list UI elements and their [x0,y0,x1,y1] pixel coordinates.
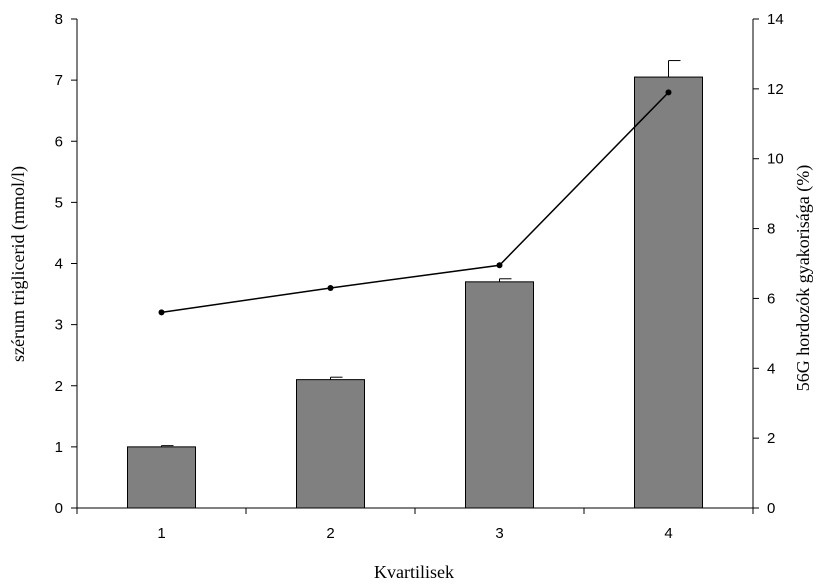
y-tick-label: 6 [55,133,63,150]
axes [71,18,759,514]
y2-tick-label: 2 [767,430,775,447]
line-series [158,89,672,316]
line-point [158,309,165,316]
bar [465,281,534,509]
y2-axis-title: 56G hordozók gyakorisága (%) [793,165,814,391]
y-tick-label: 1 [55,439,63,456]
y-tick-label: 8 [55,11,63,28]
y-tick-label: 3 [55,317,63,334]
y-tick-label: 7 [55,72,63,89]
bar-series [127,76,703,509]
y-tick-label: 4 [55,256,63,273]
bar [296,379,365,509]
y-axis-title: szérum triglicerid (mmol/l) [8,166,29,362]
y2-tick-label: 8 [767,221,775,238]
line-point [496,262,503,269]
y-tick-label: 5 [55,194,63,211]
y2-tick-label: 0 [767,500,775,517]
y2-tick-label: 6 [767,290,775,307]
x-tick-label: 1 [157,525,165,542]
y-tick-label: 0 [55,500,63,517]
error-bars [161,60,681,447]
bar [634,76,703,509]
y2-tick-label: 10 [767,151,784,168]
x-tick-label: 2 [326,525,334,542]
x-tick-label: 4 [664,525,672,542]
y2-tick-label: 12 [767,81,784,98]
x-axis-title: Kvartilisek [374,562,454,582]
y2-tick-label: 14 [767,11,784,28]
y2-tick-label: 4 [767,360,775,377]
y-tick-label: 2 [55,378,63,395]
line-point [327,284,334,291]
x-tick-label: 3 [495,525,503,542]
line-point [665,89,672,96]
line-path [161,91,670,314]
bar [127,446,196,509]
